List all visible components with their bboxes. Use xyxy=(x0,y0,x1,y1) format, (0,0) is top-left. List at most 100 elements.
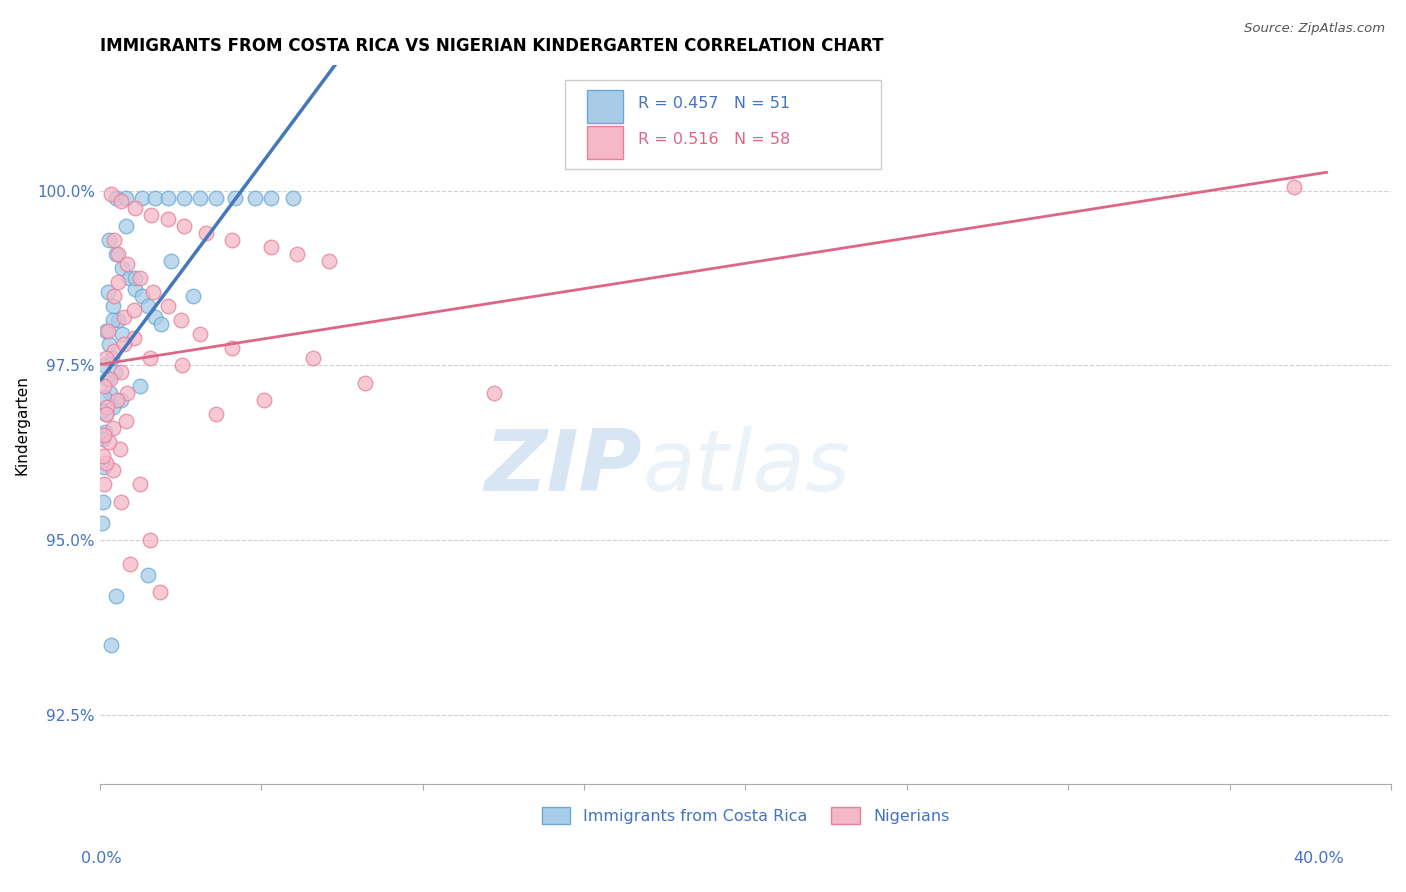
Point xyxy=(100,638,122,652)
Point xyxy=(111,326,134,341)
Point xyxy=(143,191,166,205)
Point xyxy=(111,260,134,275)
Point xyxy=(93,477,115,491)
Point xyxy=(96,401,118,415)
Point xyxy=(142,285,165,299)
Point xyxy=(143,310,166,324)
Point xyxy=(103,401,125,415)
Point xyxy=(96,407,118,421)
Point xyxy=(98,233,121,247)
Point xyxy=(129,379,152,393)
Point xyxy=(103,233,125,247)
Point xyxy=(104,366,127,380)
Legend: Immigrants from Costa Rica, Nigerians: Immigrants from Costa Rica, Nigerians xyxy=(536,801,956,830)
Point xyxy=(117,257,139,271)
Point xyxy=(221,233,243,247)
Point xyxy=(91,404,114,418)
Point xyxy=(94,407,117,421)
Point xyxy=(112,337,135,351)
Point xyxy=(96,372,118,386)
Point xyxy=(94,351,117,366)
Text: R = 0.457   N = 51: R = 0.457 N = 51 xyxy=(638,95,790,111)
Point xyxy=(221,341,243,355)
Point xyxy=(91,449,114,463)
Point xyxy=(107,246,129,260)
Point xyxy=(110,194,132,209)
Point xyxy=(97,337,120,351)
Text: atlas: atlas xyxy=(643,426,851,509)
Point xyxy=(260,191,283,205)
Point xyxy=(104,589,127,603)
Point xyxy=(205,407,228,421)
Point xyxy=(101,351,124,366)
Point xyxy=(93,379,115,393)
Point xyxy=(302,351,325,366)
Point xyxy=(173,219,195,233)
Point xyxy=(136,568,159,582)
Point xyxy=(98,386,121,401)
Point xyxy=(205,191,228,205)
Point xyxy=(188,326,211,341)
Point xyxy=(156,299,179,313)
Point xyxy=(117,386,139,401)
Point xyxy=(93,428,115,442)
Point xyxy=(101,299,124,313)
Point xyxy=(136,299,159,313)
Point xyxy=(131,191,153,205)
Point xyxy=(482,386,505,401)
Point xyxy=(91,494,114,508)
Point xyxy=(148,585,170,599)
Point xyxy=(150,317,173,331)
Point xyxy=(159,253,181,268)
Text: R = 0.516   N = 58: R = 0.516 N = 58 xyxy=(638,132,790,147)
Point xyxy=(91,516,114,530)
Point xyxy=(169,313,191,327)
Point xyxy=(103,288,125,302)
Point xyxy=(110,494,132,508)
Point xyxy=(97,324,120,338)
Point xyxy=(97,435,120,450)
Point xyxy=(156,211,179,226)
Text: ZIP: ZIP xyxy=(485,426,643,509)
Point xyxy=(183,288,205,302)
Point xyxy=(124,202,146,216)
Point xyxy=(243,191,266,205)
Point xyxy=(283,191,305,205)
Point xyxy=(104,191,127,205)
Point xyxy=(353,376,375,390)
Point xyxy=(124,271,146,285)
FancyBboxPatch shape xyxy=(565,79,882,169)
Point xyxy=(120,558,142,572)
Point xyxy=(93,459,115,474)
Point xyxy=(108,442,131,457)
Bar xyxy=(586,90,623,123)
Point xyxy=(129,271,152,285)
Text: Source: ZipAtlas.com: Source: ZipAtlas.com xyxy=(1244,22,1385,36)
Point xyxy=(98,372,121,386)
Text: 40.0%: 40.0% xyxy=(1294,851,1344,865)
Point xyxy=(101,313,124,327)
Point xyxy=(103,421,125,435)
Point xyxy=(139,533,162,547)
Point xyxy=(195,226,218,240)
Point xyxy=(104,246,127,260)
Text: 0.0%: 0.0% xyxy=(82,851,121,865)
Point xyxy=(124,282,146,296)
Point xyxy=(114,191,136,205)
Point xyxy=(97,285,120,299)
Point xyxy=(93,359,115,373)
Point xyxy=(122,302,145,317)
Bar xyxy=(586,127,623,159)
Point xyxy=(91,432,114,446)
Y-axis label: Kindergarten: Kindergarten xyxy=(15,375,30,475)
Point xyxy=(173,191,195,205)
Point xyxy=(94,456,117,470)
Point xyxy=(112,310,135,324)
Point xyxy=(1282,180,1305,194)
Point xyxy=(105,393,128,408)
Point xyxy=(115,414,138,428)
Point xyxy=(93,390,115,404)
Point xyxy=(103,344,125,359)
Point xyxy=(122,330,145,344)
Point xyxy=(260,240,283,254)
